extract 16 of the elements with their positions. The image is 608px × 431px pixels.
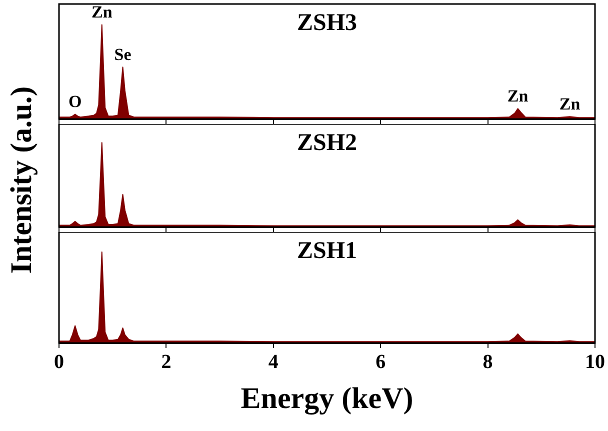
chart-title: ZSH3	[296, 10, 358, 36]
x-tick-label: 8	[482, 351, 493, 374]
x-axis-title: Energy (keV)	[240, 382, 414, 415]
x-tick-label: 6	[376, 351, 386, 374]
x-tick-label: 2	[161, 351, 172, 374]
annotation: Zn	[91, 2, 113, 22]
chart-title: ZSH2	[296, 130, 358, 156]
x-tick-label: 0	[54, 351, 64, 374]
annotation: Zn	[507, 86, 529, 106]
y-axis-title: Intensity (a.u.)	[5, 86, 39, 274]
chart-title: ZSH1	[296, 238, 358, 264]
annotation: Zn	[559, 94, 581, 114]
x-tick-label: 10	[585, 351, 605, 374]
annotation: Se	[114, 45, 132, 64]
x-tick-label: 4	[268, 351, 278, 374]
annotation: O	[68, 92, 82, 112]
